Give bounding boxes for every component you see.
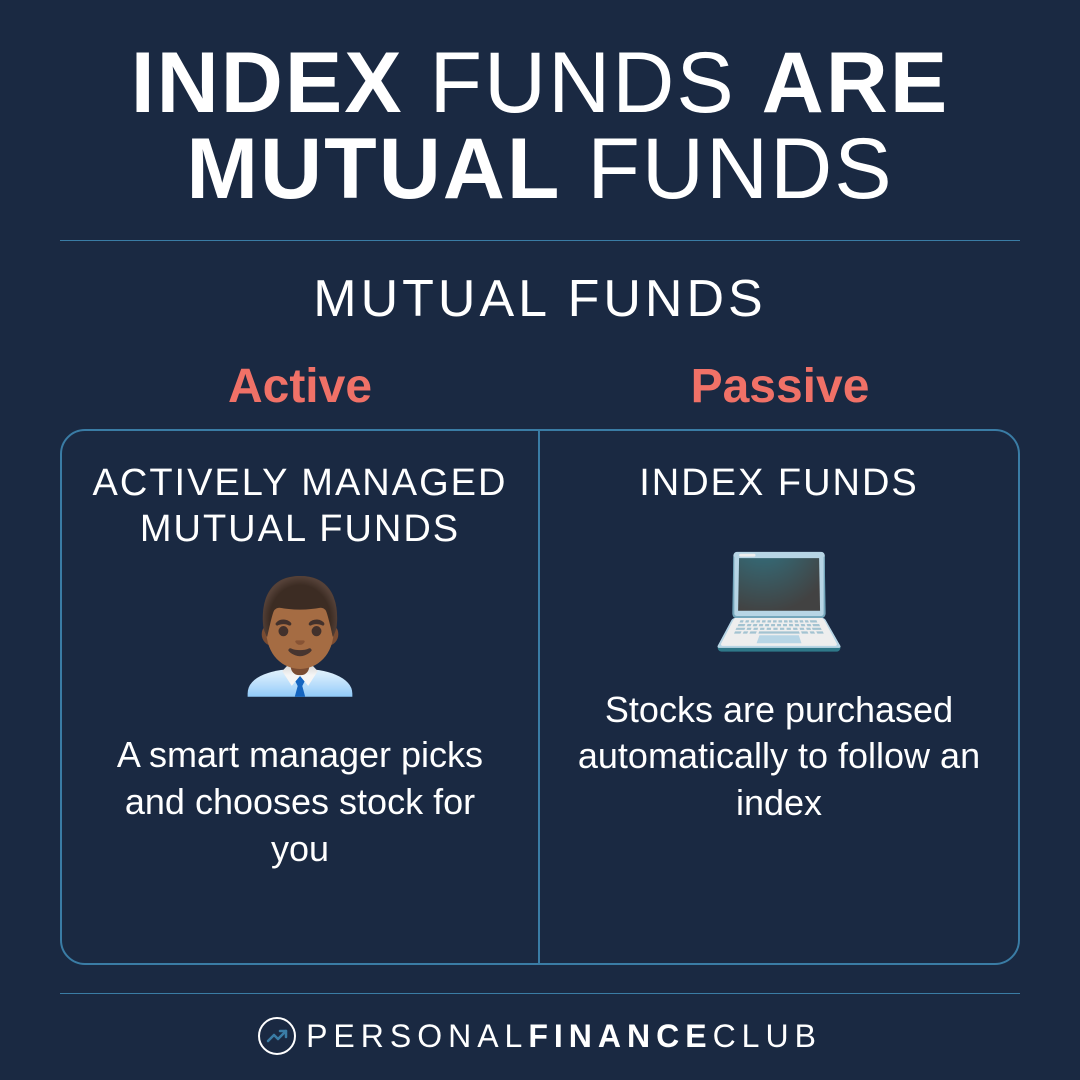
subtitle: MUTUAL FUNDS bbox=[60, 249, 1020, 359]
footer-brand: PERSONALFINANCECLUB bbox=[60, 1002, 1020, 1060]
footer-word-club: CLUB bbox=[713, 1018, 822, 1054]
title-line-2: MUTUAL FUNDS bbox=[60, 126, 1020, 212]
main-title: INDEX FUNDS ARE MUTUAL FUNDS bbox=[60, 40, 1020, 232]
footer-word-personal: PERSONAL bbox=[306, 1018, 528, 1054]
laptop-icon: 💻 bbox=[711, 537, 848, 647]
header-passive: Passive bbox=[540, 359, 1020, 429]
footer-text: PERSONALFINANCECLUB bbox=[306, 1018, 822, 1055]
chart-arrow-icon bbox=[258, 1017, 296, 1055]
passive-title: INDEX FUNDS bbox=[639, 461, 919, 507]
divider-bottom bbox=[60, 993, 1020, 994]
active-description: A smart manager picks and chooses stock … bbox=[92, 732, 508, 872]
column-passive: INDEX FUNDS 💻 Stocks are purchased autom… bbox=[540, 431, 1018, 963]
title-word-are: ARE bbox=[762, 35, 950, 131]
title-word-funds: FUNDS bbox=[430, 35, 736, 131]
active-title: ACTIVELY MANAGED MUTUAL FUNDS bbox=[92, 461, 508, 552]
passive-description: Stocks are purchased automatically to fo… bbox=[570, 687, 988, 827]
title-line-1: INDEX FUNDS ARE bbox=[60, 40, 1020, 126]
title-word-funds2: FUNDS bbox=[587, 121, 893, 217]
infographic-container: INDEX FUNDS ARE MUTUAL FUNDS MUTUAL FUND… bbox=[0, 0, 1080, 1080]
column-active: ACTIVELY MANAGED MUTUAL FUNDS 👨🏾‍💼 A sma… bbox=[62, 431, 540, 963]
header-active: Active bbox=[60, 359, 540, 429]
comparison-box: ACTIVELY MANAGED MUTUAL FUNDS 👨🏾‍💼 A sma… bbox=[60, 429, 1020, 965]
title-word-mutual: MUTUAL bbox=[186, 121, 561, 217]
manager-icon: 👨🏾‍💼 bbox=[232, 582, 369, 692]
columns-header: Active Passive bbox=[60, 359, 1020, 429]
divider-top bbox=[60, 240, 1020, 241]
title-word-index: INDEX bbox=[131, 35, 404, 131]
footer-word-finance: FINANCE bbox=[528, 1018, 712, 1054]
